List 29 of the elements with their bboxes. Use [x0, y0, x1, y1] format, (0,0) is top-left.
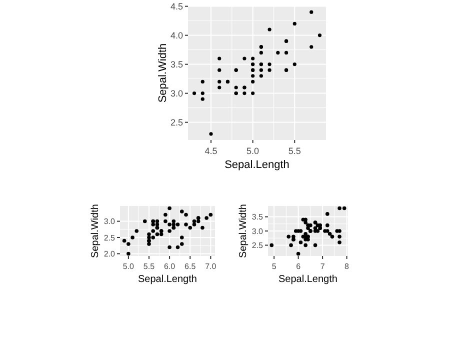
y-tick-label: 3.0	[104, 217, 116, 226]
y-tick-label: 3.5	[170, 59, 183, 70]
y-axis-title: Sepal.Width	[238, 204, 249, 258]
y-tick-label: 4.5	[170, 1, 183, 12]
y-tick-label: 2.5	[104, 233, 116, 242]
x-axis-title: Sepal.Length	[278, 274, 338, 285]
y-tick-label: 3.0	[170, 88, 183, 98]
x-axis-title: Sepal.Length	[138, 274, 197, 285]
y-tick-label: 4.0	[170, 30, 183, 40]
x-tick-label: 5.5	[288, 146, 301, 156]
x-tick-label: 6	[296, 262, 302, 271]
x-tick-label: 4.5	[204, 146, 218, 156]
x-tick-label: 5.0	[122, 262, 135, 271]
x-tick-label: 7	[320, 262, 326, 271]
y-tick-label: 3.0	[252, 226, 264, 236]
x-tick-label: 8	[344, 262, 350, 271]
x-axis-title: Sepal.Length	[224, 159, 290, 171]
y-tick-label: 2.5	[252, 241, 264, 250]
y-axis-title: Sepal.Width	[157, 43, 169, 103]
y-tick-label: 3.5	[252, 212, 264, 222]
y-axis-title: Sepal.Width	[90, 204, 101, 258]
x-tick-label: 6.5	[184, 262, 196, 271]
x-tick-label: 5.5	[143, 262, 156, 271]
x-tick-label: 6.0	[164, 262, 176, 271]
x-tick-label: 7.0	[205, 262, 217, 271]
x-tick-label: 5.0	[246, 146, 260, 156]
y-tick-label: 2.5	[170, 117, 183, 128]
x-tick-label: 5	[272, 262, 277, 271]
y-tick-label: 2.0	[104, 250, 116, 259]
